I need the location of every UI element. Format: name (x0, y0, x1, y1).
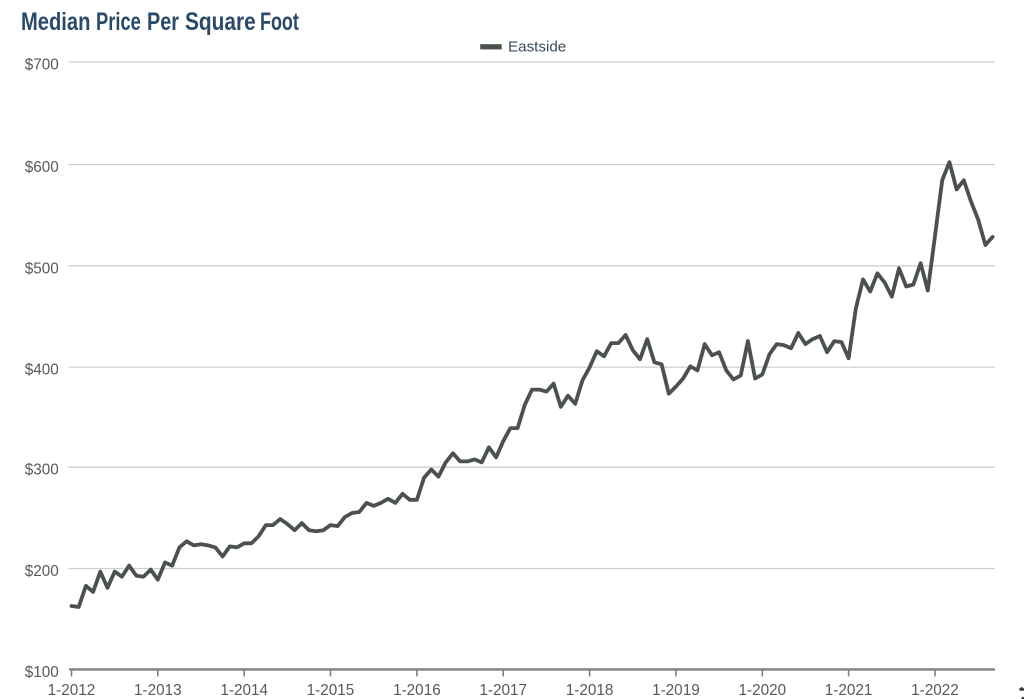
svg-text:$400: $400 (25, 362, 59, 379)
svg-text:1-2014: 1-2014 (220, 682, 268, 699)
svg-text:$200: $200 (25, 563, 59, 580)
svg-text:1-2013: 1-2013 (134, 682, 182, 699)
svg-text:$700: $700 (25, 57, 59, 74)
svg-text:$300: $300 (25, 462, 59, 479)
svg-text:1-2012: 1-2012 (48, 682, 96, 699)
svg-text:1-2021: 1-2021 (825, 682, 873, 699)
svg-text:1-2017: 1-2017 (479, 682, 527, 699)
svg-text:1-2018: 1-2018 (566, 682, 614, 699)
svg-text:1-2020: 1-2020 (738, 682, 786, 699)
svg-text:1-2016: 1-2016 (393, 682, 441, 699)
svg-text:1-2019: 1-2019 (652, 682, 700, 699)
svg-text:1-2022: 1-2022 (911, 682, 959, 699)
svg-text:$100: $100 (25, 664, 59, 681)
svg-text:$500: $500 (25, 260, 59, 277)
svg-text:Eastside: Eastside (508, 38, 566, 55)
svg-text:$600: $600 (25, 159, 59, 176)
svg-text:1-2015: 1-2015 (307, 682, 355, 699)
